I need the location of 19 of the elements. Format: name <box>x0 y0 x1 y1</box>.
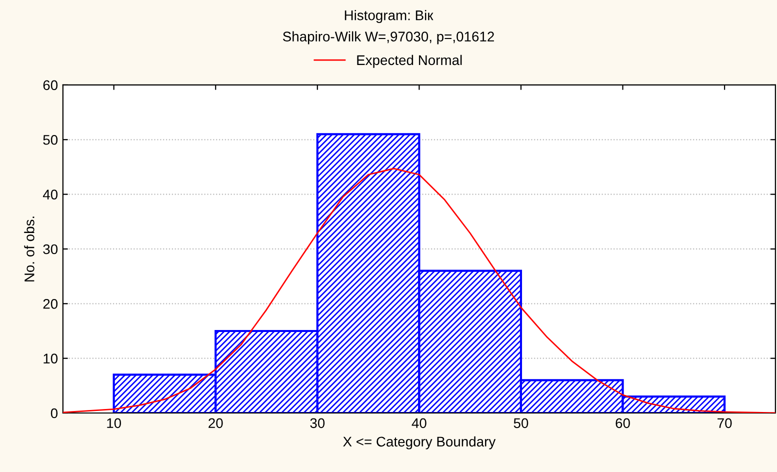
y-tick-label: 40 <box>42 190 58 200</box>
x-tick-label: 50 <box>514 418 528 428</box>
chart-title: Histogram: Вік <box>344 10 434 23</box>
y-tick-label: 30 <box>43 244 58 254</box>
y-tick-label: 0 <box>50 408 58 418</box>
x-tick-label: 60 <box>616 418 630 428</box>
y-axis-title: No. of obs. <box>24 216 34 282</box>
x-tick-label: 70 <box>718 418 732 428</box>
x-tick-label: 10 <box>107 418 122 428</box>
x-tick-label: 40 <box>412 418 426 428</box>
legend-label: Expected Normal <box>357 54 462 68</box>
y-tick-label: 10 <box>44 354 58 364</box>
chart-subtitle: Shapiro-Wilk W=,97030, p=,01612 <box>282 31 494 44</box>
x-axis-title: X <= Category Boundary <box>343 436 496 450</box>
y-tick-label: 60 <box>43 80 58 90</box>
x-tick-label: 20 <box>208 418 223 428</box>
y-tick-label: 20 <box>43 298 58 309</box>
y-tick-label: 50 <box>43 134 58 145</box>
x-tick-label: 30 <box>310 418 325 428</box>
